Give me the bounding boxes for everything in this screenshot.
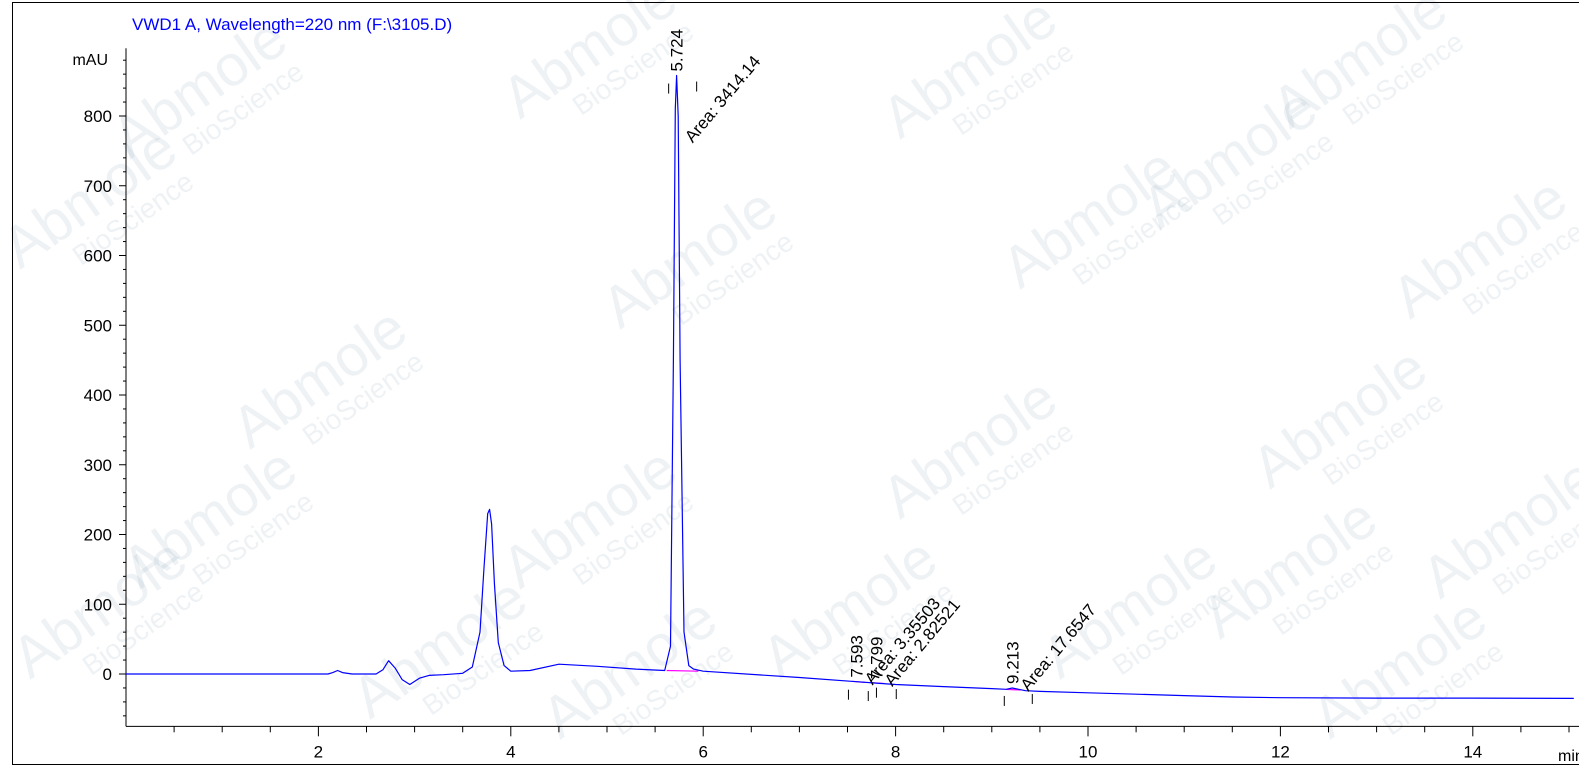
y-tick-label: 100 [84, 595, 112, 614]
integration-baseline [666, 669, 699, 672]
y-tick-label: 500 [84, 316, 112, 335]
x-tick-label: 8 [891, 742, 900, 761]
x-tick-label: 2 [314, 742, 323, 761]
axes: 0 100 200 300 400 500 600 700 800 2 4 6 8 10 12 14 [84, 48, 1579, 761]
peak-rt-label: 5.724 [668, 29, 687, 72]
plot-frame [12, 2, 1579, 765]
y-axis-label: mAU [72, 52, 108, 69]
x-tick-label: 10 [1079, 742, 1098, 761]
y-tick-label: 0 [103, 665, 112, 684]
chart-title: VWD1 A, Wavelength=220 nm (F:\3105.D) [132, 15, 452, 34]
peak-rt-label: 7.799 [867, 637, 886, 680]
x-axis-label: min [1558, 748, 1579, 765]
y-tick-label: 200 [84, 526, 112, 545]
y-tick-label: 700 [84, 177, 112, 196]
x-tick-label: 14 [1463, 742, 1482, 761]
x-tick-label: 4 [506, 742, 515, 761]
x-tick-label: 6 [698, 742, 707, 761]
peak-area-label: Area: 3414.14 [681, 52, 764, 146]
y-tick-label: 600 [84, 247, 112, 266]
y-tick-label: 300 [84, 456, 112, 475]
integration-baseline [1006, 688, 1021, 691]
x-tick-label: 12 [1271, 742, 1290, 761]
chromatogram-trace [126, 74, 1574, 699]
peak-rt-label: 9.213 [1003, 641, 1022, 684]
y-tick-label: 400 [84, 386, 112, 405]
trace-layer [126, 74, 1574, 699]
peak-rt-label: 7.593 [847, 635, 866, 678]
y-tick-label: 800 [84, 107, 112, 126]
